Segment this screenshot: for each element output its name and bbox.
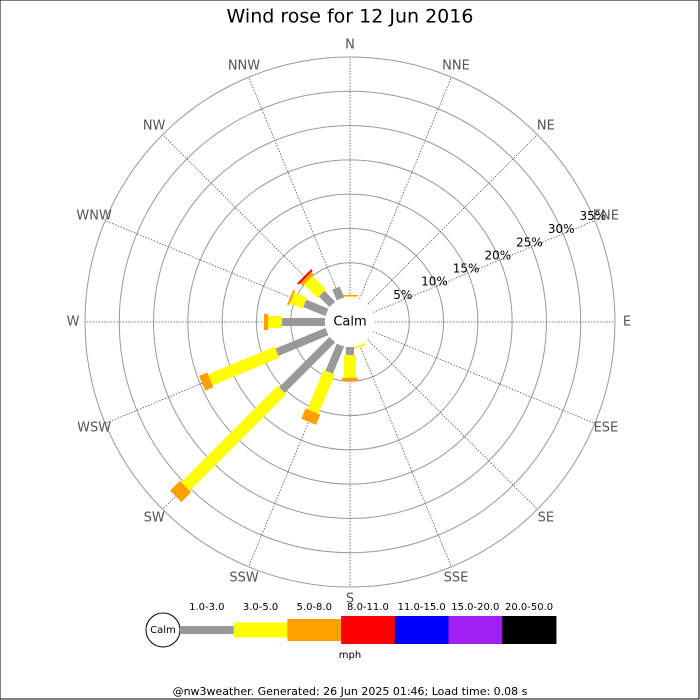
r-tick-label: 20% <box>484 248 511 262</box>
legend-label: 8.0-11.0 <box>347 602 389 613</box>
spoke <box>367 339 538 510</box>
wind-segment <box>208 346 280 386</box>
calm-label: Calm <box>333 315 366 330</box>
wind-segment <box>303 299 329 317</box>
wind-segment <box>170 480 192 502</box>
direction-label: SSW <box>229 570 259 585</box>
direction-label: S <box>346 592 354 607</box>
legend-swatch <box>394 616 449 644</box>
ring <box>255 227 445 417</box>
wind-segment <box>303 275 326 298</box>
legend-label: 1.0-3.0 <box>189 602 224 613</box>
wind-segment <box>181 385 287 491</box>
footer: @nw3weather. Generated: 26 Jun 2025 01:4… <box>173 685 528 698</box>
wind-segment <box>307 370 335 414</box>
legend-swatch <box>287 619 342 641</box>
spoke <box>105 220 328 313</box>
r-tick-label: 15% <box>453 262 480 276</box>
direction-label: NNE <box>442 59 470 74</box>
r-tick-label: 25% <box>516 235 543 249</box>
ring <box>118 90 582 554</box>
chart-title: Wind rose for 12 Jun 2016 <box>227 6 474 28</box>
r-tick-label: 10% <box>421 275 448 289</box>
direction-label: N <box>345 38 355 53</box>
direction-label: NE <box>537 119 555 134</box>
wind-segment <box>318 290 336 308</box>
direction-label: SSE <box>444 570 469 585</box>
legend-swatch <box>341 616 396 644</box>
spoke <box>372 331 595 424</box>
legend-calm-label: Calm <box>150 625 176 636</box>
ring <box>84 56 616 588</box>
wind-segment <box>289 292 308 309</box>
legend-swatch <box>448 616 503 644</box>
direction-label: NW <box>143 119 166 134</box>
r-tick-label: 35% <box>579 209 606 223</box>
legend-label: 20.0-50.0 <box>505 602 553 613</box>
wind-segment <box>297 269 313 285</box>
direction-label: ENE <box>593 208 619 223</box>
direction-label: NNW <box>228 59 260 74</box>
spoke <box>359 77 452 300</box>
spoke <box>162 134 333 305</box>
direction-label: SE <box>538 510 554 525</box>
wind-segment <box>279 336 336 393</box>
spoke <box>367 134 538 305</box>
legend-label: 5.0-8.0 <box>297 602 332 613</box>
direction-label: SW <box>144 510 165 525</box>
legend-label: 15.0-20.0 <box>451 602 499 613</box>
r-tick-label: 5% <box>393 288 412 302</box>
wind-segment <box>301 408 321 425</box>
legend-swatch <box>180 626 235 634</box>
spoke <box>372 220 595 313</box>
r-tick-label: 30% <box>548 222 575 236</box>
wind-segment <box>199 372 214 391</box>
direction-label: WNW <box>76 208 112 223</box>
spoke <box>359 344 452 567</box>
legend-label: 3.0-5.0 <box>243 602 278 613</box>
wind-segment <box>325 343 345 374</box>
legend-swatch <box>502 616 557 644</box>
unit-label: mph <box>339 650 361 661</box>
wind-segment <box>299 271 314 286</box>
spoke <box>248 77 341 300</box>
wind-segment <box>275 327 329 356</box>
direction-label: WSW <box>77 421 111 436</box>
wind-segment <box>287 289 296 306</box>
direction-label: E <box>623 315 631 330</box>
calm-circle <box>325 297 375 347</box>
legend-label: 11.0-15.0 <box>398 602 446 613</box>
legend-swatch <box>233 622 288 638</box>
wind-segment <box>354 342 366 350</box>
wind-segment <box>332 286 345 301</box>
ring <box>187 159 513 485</box>
direction-label: ESE <box>594 421 619 436</box>
direction-label: W <box>67 315 80 330</box>
